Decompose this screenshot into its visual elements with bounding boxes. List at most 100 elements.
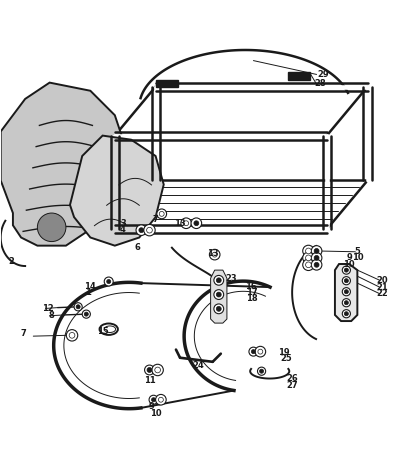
Circle shape xyxy=(344,290,348,294)
FancyBboxPatch shape xyxy=(155,80,178,87)
Circle shape xyxy=(252,350,256,354)
Text: 14: 14 xyxy=(85,282,96,291)
Circle shape xyxy=(136,225,146,236)
Circle shape xyxy=(216,278,221,283)
Circle shape xyxy=(216,292,221,297)
Circle shape xyxy=(249,347,258,356)
Text: 27: 27 xyxy=(286,380,298,390)
Text: 10: 10 xyxy=(150,409,162,418)
Text: 3: 3 xyxy=(120,218,126,228)
FancyBboxPatch shape xyxy=(288,72,310,80)
Circle shape xyxy=(306,262,311,268)
Circle shape xyxy=(342,266,351,274)
Text: 19: 19 xyxy=(278,348,290,357)
Circle shape xyxy=(303,259,314,271)
Circle shape xyxy=(258,349,263,354)
Circle shape xyxy=(342,310,351,318)
Circle shape xyxy=(214,304,224,314)
Text: 2: 2 xyxy=(8,257,14,266)
Circle shape xyxy=(76,305,80,309)
Text: 18: 18 xyxy=(245,294,257,303)
Circle shape xyxy=(214,290,224,299)
Circle shape xyxy=(216,306,221,311)
Circle shape xyxy=(342,276,351,285)
Text: 26: 26 xyxy=(286,374,298,383)
Text: 24: 24 xyxy=(193,361,204,371)
Circle shape xyxy=(260,369,264,373)
Polygon shape xyxy=(1,83,123,246)
Circle shape xyxy=(214,276,224,285)
Circle shape xyxy=(209,249,220,260)
Text: 1: 1 xyxy=(85,288,91,297)
Text: 28: 28 xyxy=(315,79,326,88)
Text: 16: 16 xyxy=(245,282,257,291)
Circle shape xyxy=(314,256,319,260)
Circle shape xyxy=(144,365,154,375)
Text: 13: 13 xyxy=(174,218,186,228)
Text: 8: 8 xyxy=(49,311,54,320)
Circle shape xyxy=(344,301,348,305)
Circle shape xyxy=(344,279,348,283)
Circle shape xyxy=(212,252,217,257)
Circle shape xyxy=(303,245,314,256)
Circle shape xyxy=(306,248,311,254)
Circle shape xyxy=(344,312,348,316)
Circle shape xyxy=(344,268,348,272)
Circle shape xyxy=(157,209,166,219)
Circle shape xyxy=(151,398,155,402)
Circle shape xyxy=(194,221,199,226)
Circle shape xyxy=(155,394,166,405)
Circle shape xyxy=(158,397,163,402)
Circle shape xyxy=(191,218,202,228)
Circle shape xyxy=(152,364,163,376)
Circle shape xyxy=(104,277,113,286)
Circle shape xyxy=(314,248,319,253)
Text: 29: 29 xyxy=(317,70,328,79)
Circle shape xyxy=(306,255,311,261)
Circle shape xyxy=(146,228,152,233)
Text: 23: 23 xyxy=(225,274,237,283)
Circle shape xyxy=(342,299,351,307)
Text: 13: 13 xyxy=(207,249,218,258)
Circle shape xyxy=(82,310,90,318)
Circle shape xyxy=(342,288,351,296)
Circle shape xyxy=(69,332,75,338)
Circle shape xyxy=(139,228,144,233)
Circle shape xyxy=(149,395,158,404)
Polygon shape xyxy=(211,270,227,323)
Circle shape xyxy=(311,246,322,256)
Ellipse shape xyxy=(99,323,118,335)
Text: 5: 5 xyxy=(355,247,360,257)
Text: 10: 10 xyxy=(352,253,363,262)
Text: 10: 10 xyxy=(344,260,355,269)
Circle shape xyxy=(37,213,66,242)
Text: 17: 17 xyxy=(245,288,257,297)
Circle shape xyxy=(159,211,164,216)
Circle shape xyxy=(314,262,319,267)
Text: 12: 12 xyxy=(42,304,54,313)
Circle shape xyxy=(107,279,111,284)
Text: 22: 22 xyxy=(376,289,388,298)
Circle shape xyxy=(255,346,265,357)
Text: 7: 7 xyxy=(153,215,158,224)
Polygon shape xyxy=(335,264,357,321)
Circle shape xyxy=(155,367,160,373)
Circle shape xyxy=(303,252,314,264)
Circle shape xyxy=(181,218,191,228)
Text: 7: 7 xyxy=(20,329,26,338)
Circle shape xyxy=(258,367,265,375)
Text: 4: 4 xyxy=(120,225,126,234)
Ellipse shape xyxy=(104,326,116,332)
Polygon shape xyxy=(70,135,164,246)
Circle shape xyxy=(84,312,88,316)
Circle shape xyxy=(147,368,152,372)
Text: 20: 20 xyxy=(376,276,388,285)
Text: 11: 11 xyxy=(144,377,155,386)
Circle shape xyxy=(74,303,82,311)
Text: 6: 6 xyxy=(134,243,140,252)
Text: 21: 21 xyxy=(376,283,388,292)
Text: 9: 9 xyxy=(346,253,352,262)
Text: 15: 15 xyxy=(97,327,108,336)
Circle shape xyxy=(311,259,322,270)
Text: 25: 25 xyxy=(280,354,292,363)
